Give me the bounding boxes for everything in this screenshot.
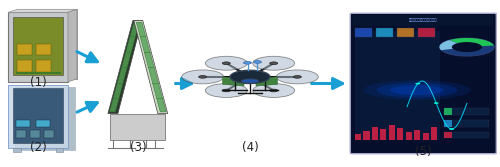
Bar [354,31,440,140]
Circle shape [449,128,454,130]
Wedge shape [440,40,467,50]
Polygon shape [134,21,168,114]
Polygon shape [68,9,77,82]
Circle shape [416,83,420,85]
Circle shape [230,70,270,84]
Bar [444,132,490,138]
Circle shape [182,70,224,84]
Bar [444,108,490,115]
Bar [44,130,54,138]
Bar [397,128,404,140]
Circle shape [452,42,482,52]
FancyBboxPatch shape [13,17,63,75]
Bar [431,127,438,140]
FancyBboxPatch shape [8,12,68,82]
Bar [16,130,26,138]
Bar [376,28,393,37]
FancyBboxPatch shape [15,88,75,150]
Circle shape [206,56,248,70]
Text: (2): (2) [30,141,46,154]
FancyBboxPatch shape [13,89,63,143]
Wedge shape [450,38,494,47]
Text: (5): (5) [415,145,432,158]
Bar [406,132,412,140]
Bar [36,120,50,127]
Bar [444,120,490,127]
Bar [36,60,51,72]
Bar [354,134,361,140]
Circle shape [270,89,278,92]
Bar [388,125,395,140]
Bar [422,133,429,140]
Bar [414,130,420,140]
FancyBboxPatch shape [17,9,77,79]
Ellipse shape [363,80,471,100]
Ellipse shape [242,79,258,83]
FancyBboxPatch shape [8,85,68,148]
Circle shape [434,102,438,104]
Circle shape [252,56,294,70]
Bar [444,120,452,127]
Bar [380,129,386,140]
Bar [56,148,63,152]
Bar [17,44,32,55]
Text: (3): (3) [130,141,146,154]
Circle shape [440,38,494,56]
Text: 智慧大学交通监测预警系统: 智慧大学交通监测预警系统 [409,18,438,22]
Circle shape [294,75,302,78]
Bar [16,72,60,74]
Polygon shape [222,77,244,86]
Bar [444,108,452,115]
Polygon shape [108,21,142,114]
Circle shape [252,84,294,98]
Bar [396,28,414,37]
Bar [372,127,378,140]
Text: (4): (4) [242,141,258,154]
Bar [353,15,494,26]
FancyBboxPatch shape [110,114,165,140]
Bar [17,60,32,72]
Circle shape [270,62,278,65]
Text: (1): (1) [30,76,46,89]
Polygon shape [110,22,140,112]
Polygon shape [256,77,278,86]
Bar [354,28,372,37]
Circle shape [198,75,206,78]
Circle shape [276,70,318,84]
Polygon shape [136,22,166,112]
Bar [363,131,370,140]
Bar [418,28,435,37]
Circle shape [254,61,262,63]
Circle shape [222,62,230,65]
FancyBboxPatch shape [350,13,496,154]
Circle shape [222,89,230,92]
Bar [36,44,51,55]
Bar [16,120,30,127]
Bar [13,148,20,152]
Polygon shape [8,9,77,12]
Bar [444,132,452,138]
Ellipse shape [376,83,458,98]
Bar [30,130,40,138]
Ellipse shape [390,85,444,95]
Circle shape [206,84,248,98]
Circle shape [244,61,252,64]
